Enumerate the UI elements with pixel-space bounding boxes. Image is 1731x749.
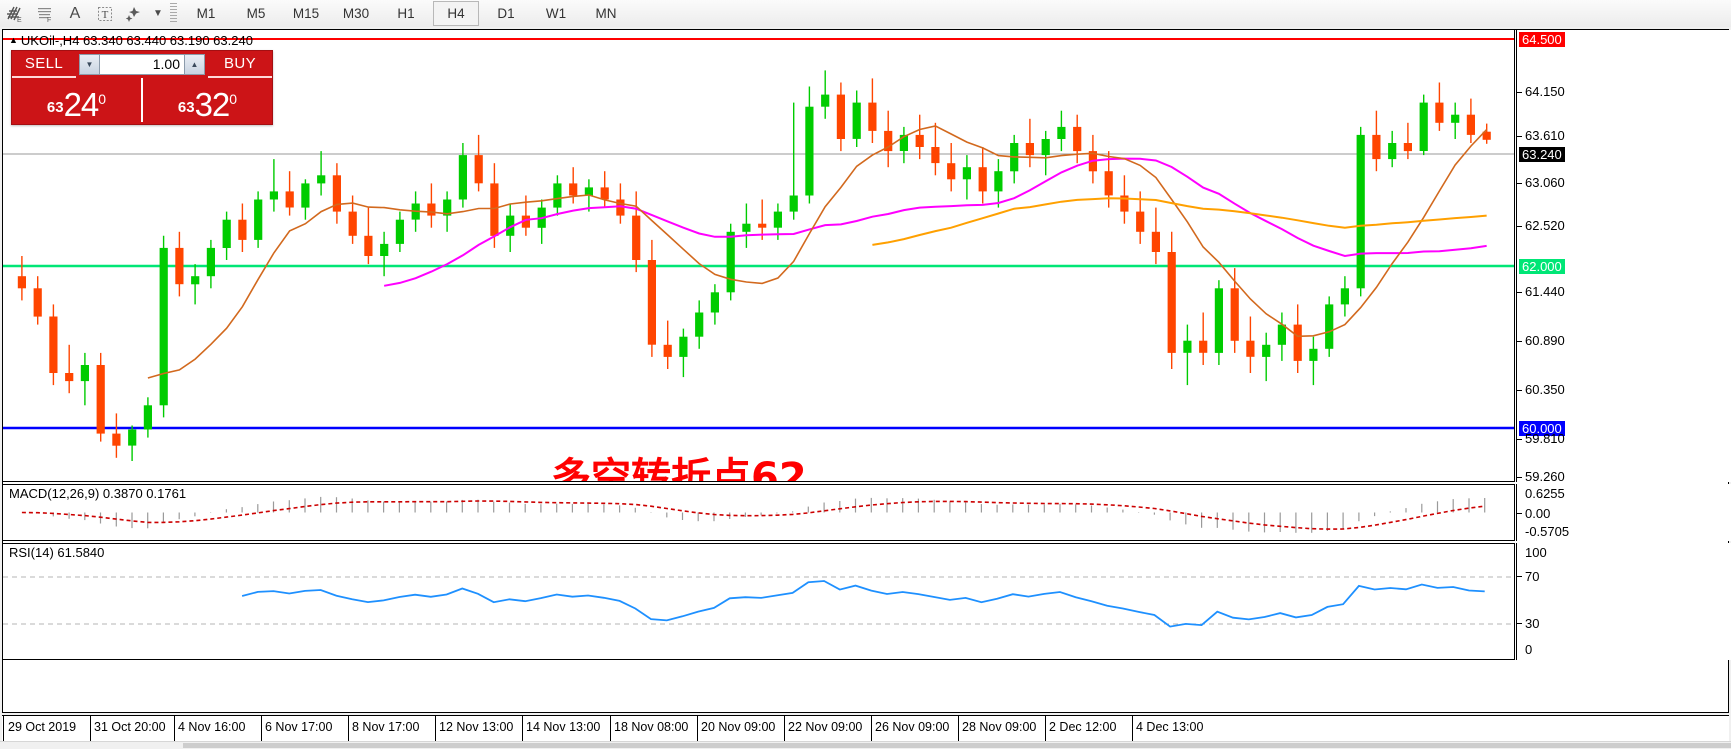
- timeframe-m15[interactable]: M15: [292, 6, 320, 21]
- price-label-61440: 61.440: [1525, 284, 1565, 299]
- time-label-3: 6 Nov 17:00: [265, 720, 333, 734]
- price-label-63060: 63.060: [1525, 175, 1565, 190]
- time-label-5: 12 Nov 13:00: [439, 720, 514, 734]
- candlestick-series: [17, 70, 1491, 461]
- time-label-13: 4 Dec 13:00: [1136, 720, 1204, 734]
- time-label-9: 22 Nov 09:00: [788, 720, 863, 734]
- sell-button[interactable]: SELL: [12, 51, 76, 78]
- macd-label-max: 0.6255: [1525, 486, 1565, 501]
- time-label-10: 26 Nov 09:00: [875, 720, 950, 734]
- time-axis[interactable]: 29 Oct 2019 31 Oct 20:00 4 Nov 16:00 6 N…: [2, 715, 1729, 742]
- text-tool-icon[interactable]: A: [69, 4, 81, 22]
- buy-price-prefix: 63: [177, 99, 195, 116]
- timeframe-h4[interactable]: H4: [433, 1, 479, 26]
- chart-canvas[interactable]: ▲ UKOil-,H4 63.340 63.440 63.190 63.240 多…: [2, 29, 1731, 713]
- macd-axis[interactable]: 0.6255 0.00 -0.5705: [1516, 484, 1731, 541]
- timeframe-mn[interactable]: MN: [595, 6, 617, 21]
- rsi-label-100: 100: [1525, 545, 1547, 560]
- price-tag-60000: 60.000: [1519, 421, 1565, 436]
- price-axis[interactable]: 64.500 64.150 63.610 63.240 63.060 62.52…: [1516, 30, 1731, 484]
- indicators-icon[interactable]: E: [0, 1, 30, 26]
- buy-price[interactable]: 63 32 0: [143, 78, 272, 122]
- timeframe-m5[interactable]: M5: [246, 6, 266, 21]
- objects-icon[interactable]: [120, 1, 150, 26]
- time-label-8: 20 Nov 09:00: [701, 720, 776, 734]
- time-label-6: 14 Nov 13:00: [526, 720, 601, 734]
- time-label-7: 18 Nov 08:00: [614, 720, 689, 734]
- price-tag-63240: 63.240: [1519, 147, 1565, 162]
- rsi-pane[interactable]: RSI(14) 61.5840: [3, 543, 1515, 660]
- collapse-icon[interactable]: ▲: [9, 35, 18, 45]
- ma-magenta-line: [383, 157, 1487, 287]
- sell-price-prefix: 63: [46, 99, 64, 116]
- toolbar-grip[interactable]: [170, 3, 177, 24]
- sell-price-sup: 0: [98, 91, 107, 107]
- svg-text:E: E: [17, 17, 22, 23]
- ma-chocolate-line: [147, 125, 1488, 379]
- scrollbar-thumb[interactable]: [183, 743, 1731, 748]
- rsi-label-0: 0: [1525, 642, 1533, 657]
- toolbar: E F A T: [0, 0, 1731, 28]
- macd-plot: [21, 496, 1486, 533]
- rsi-label: RSI(14) 61.5840: [9, 545, 105, 560]
- volume-up-button[interactable]: ▲: [184, 54, 205, 75]
- price-label-63610: 63.610: [1525, 128, 1565, 143]
- buy-button[interactable]: BUY: [208, 51, 272, 78]
- volume-input[interactable]: 1.00: [100, 54, 184, 75]
- one-click-trading-panel[interactable]: SELL ▼ 1.00 ▲ BUY 63 24 0 63 32 0: [11, 50, 273, 125]
- time-label-11: 28 Nov 09:00: [962, 720, 1037, 734]
- horizontal-scrollbar[interactable]: [0, 741, 1731, 749]
- timeframe-m1[interactable]: M1: [196, 6, 216, 21]
- time-label-4: 8 Nov 17:00: [352, 720, 420, 734]
- sell-price[interactable]: 63 24 0: [12, 78, 141, 122]
- svg-text:F: F: [47, 17, 51, 23]
- svg-text:T: T: [102, 9, 109, 21]
- price-tag-64500: 64.500: [1519, 32, 1565, 47]
- price-label-59810: 59.810: [1525, 431, 1565, 446]
- timeframe-m30[interactable]: M30: [342, 6, 370, 21]
- buy-price-sup: 0: [229, 91, 238, 107]
- price-label-64150: 64.150: [1525, 84, 1565, 99]
- timeframe-d1[interactable]: D1: [497, 6, 515, 21]
- rsi-label-30: 30: [1525, 616, 1540, 631]
- timeframe-h1[interactable]: H1: [397, 6, 415, 21]
- macd-label: MACD(12,26,9) 0.3870 0.1761: [9, 486, 187, 501]
- volume-stepper[interactable]: ▼ 1.00 ▲: [79, 54, 205, 75]
- rsi-plot: [3, 576, 1513, 628]
- price-label-62520: 62.520: [1525, 218, 1565, 233]
- trade-panel-controls: SELL ▼ 1.00 ▲ BUY: [12, 51, 272, 78]
- macd-label-min: -0.5705: [1525, 524, 1570, 539]
- time-label-0: 29 Oct 2019: [8, 720, 77, 734]
- chevron-down-icon[interactable]: ▼: [153, 8, 163, 19]
- buy-price-main: 32: [194, 86, 231, 123]
- timeframe-w1[interactable]: W1: [545, 6, 567, 21]
- trade-panel-prices: 63 24 0 63 32 0: [12, 78, 272, 122]
- rsi-line: [241, 580, 1485, 628]
- macd-label-zero: 0.00: [1525, 506, 1551, 521]
- macd-signal-line: [21, 500, 1485, 530]
- chart-annotation: 多空转折点62: [551, 455, 807, 482]
- price-plot: [3, 38, 1514, 461]
- text-label-icon[interactable]: T: [90, 1, 120, 26]
- templates-icon[interactable]: F: [30, 1, 60, 26]
- chart-frame: ▲ UKOil-,H4 63.340 63.440 63.190 63.240 多…: [0, 27, 1731, 749]
- price-tag-62000: 62.000: [1519, 259, 1565, 274]
- sell-price-main: 24: [63, 86, 100, 123]
- price-label-60350: 60.350: [1525, 382, 1565, 397]
- rsi-label-70: 70: [1525, 569, 1540, 584]
- macd-pane[interactable]: MACD(12,26,9) 0.3870 0.1761: [3, 484, 1515, 541]
- price-label-60890: 60.890: [1525, 333, 1565, 348]
- ma-orange-line: [872, 197, 1487, 246]
- price-label-59260: 59.260: [1525, 469, 1565, 484]
- price-divider: [141, 78, 143, 122]
- time-label-2: 4 Nov 16:00: [178, 720, 246, 734]
- volume-down-button[interactable]: ▼: [79, 54, 100, 75]
- symbol-header: ▲ UKOil-,H4 63.340 63.440 63.190 63.240: [9, 33, 253, 48]
- time-label-1: 31 Oct 20:00: [94, 720, 166, 734]
- time-label-12: 2 Dec 12:00: [1049, 720, 1117, 734]
- rsi-axis[interactable]: 100 70 30 0: [1516, 543, 1731, 660]
- symbol-header-text: UKOil-,H4 63.340 63.440 63.190 63.240: [20, 33, 253, 48]
